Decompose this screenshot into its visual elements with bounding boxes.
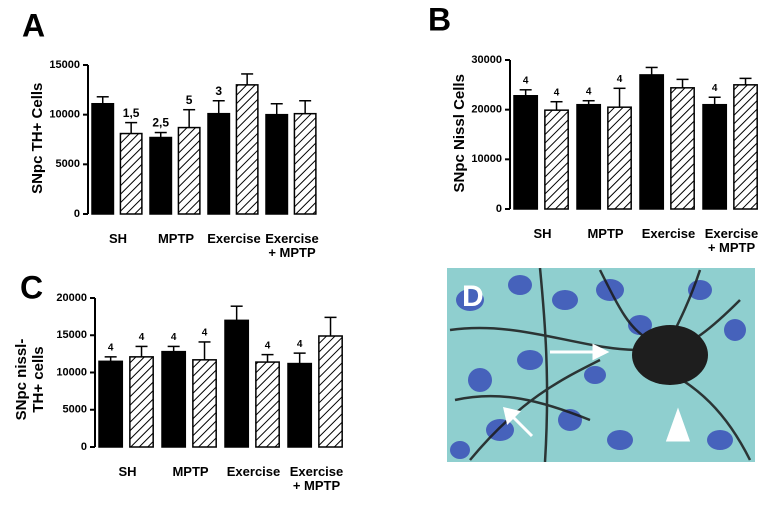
y-tick-label: 5000 <box>56 158 80 170</box>
y-tick-label: 20000 <box>471 104 502 116</box>
bar <box>513 95 539 210</box>
y-tick-label: 10000 <box>471 153 502 165</box>
bar <box>161 350 187 448</box>
y-axis-label: SNpc nissl- TH+ cells <box>12 338 47 420</box>
bar <box>702 103 728 210</box>
bar <box>235 84 259 215</box>
y-tick-label: 0 <box>74 208 80 220</box>
x-tick-label: Exercise <box>641 226 696 241</box>
bar-annotation: 5 <box>186 93 193 107</box>
bar-annotation: 1,5 <box>123 106 140 120</box>
bar <box>207 112 231 215</box>
bar <box>293 112 317 215</box>
y-tick-label: 5000 <box>63 404 87 416</box>
bar-annotation: 4 <box>202 328 208 339</box>
bar-annotation: 3 <box>215 84 222 98</box>
bar <box>177 126 201 215</box>
bar-annotation: 4 <box>586 86 592 97</box>
bar <box>224 319 250 448</box>
bar-annotation: 4 <box>554 87 560 98</box>
bar-annotation: 4 <box>265 340 271 351</box>
x-tick-label: MPTP <box>172 464 209 479</box>
x-tick-label: SH <box>118 464 137 479</box>
bar-annotation: 4 <box>712 83 718 94</box>
x-tick-label: Exercise + MPTP <box>704 226 759 256</box>
bar <box>119 132 143 215</box>
bar <box>149 136 173 215</box>
bar-annotation: 4 <box>297 339 303 350</box>
y-tick-label: 10000 <box>49 109 80 121</box>
bar <box>639 74 665 210</box>
panel-label: C <box>20 269 43 305</box>
bar <box>318 335 343 448</box>
bar <box>287 362 313 448</box>
y-tick-label: 30000 <box>471 54 502 66</box>
y-tick-label: 15000 <box>49 59 80 71</box>
x-tick-label: Exercise + MPTP <box>289 464 344 494</box>
bar <box>544 109 569 210</box>
y-tick-label: 20000 <box>56 292 87 304</box>
bar-annotation: 4 <box>171 332 177 343</box>
bar-annotation: 4 <box>139 332 145 343</box>
panel-label: D <box>462 280 484 313</box>
y-axis-label: SNpc TH+ Cells <box>28 82 46 194</box>
x-tick-label: Exercise <box>226 464 281 479</box>
bar <box>576 103 602 210</box>
bar <box>91 102 115 215</box>
x-tick-label: MPTP <box>157 231 195 246</box>
bar <box>265 113 289 215</box>
bar <box>733 84 758 210</box>
y-tick-label: 10000 <box>56 366 87 378</box>
bar-annotation: 4 <box>617 74 623 85</box>
x-tick-label: MPTP <box>587 226 624 241</box>
bar <box>670 87 695 210</box>
panel-label: B <box>428 1 451 37</box>
x-tick-label: Exercise + MPTP <box>265 231 319 261</box>
micrograph <box>447 268 755 462</box>
bar <box>98 360 124 448</box>
y-tick-label: 15000 <box>56 329 87 341</box>
bar-annotation: 2,5 <box>152 116 169 130</box>
y-tick-label: 0 <box>81 441 87 453</box>
bar <box>255 361 280 448</box>
x-tick-label: Exercise <box>207 231 261 246</box>
bar <box>192 359 217 448</box>
bar-annotation: 4 <box>108 342 114 353</box>
panel-label: A <box>22 7 45 43</box>
x-tick-label: SH <box>108 231 128 246</box>
bar <box>607 106 632 210</box>
bar-annotation: 4 <box>523 75 529 86</box>
y-tick-label: 0 <box>496 203 502 215</box>
y-axis-label: SNpc Nissl Cells <box>450 73 468 192</box>
x-tick-label: SH <box>533 226 552 241</box>
bar <box>129 356 154 448</box>
